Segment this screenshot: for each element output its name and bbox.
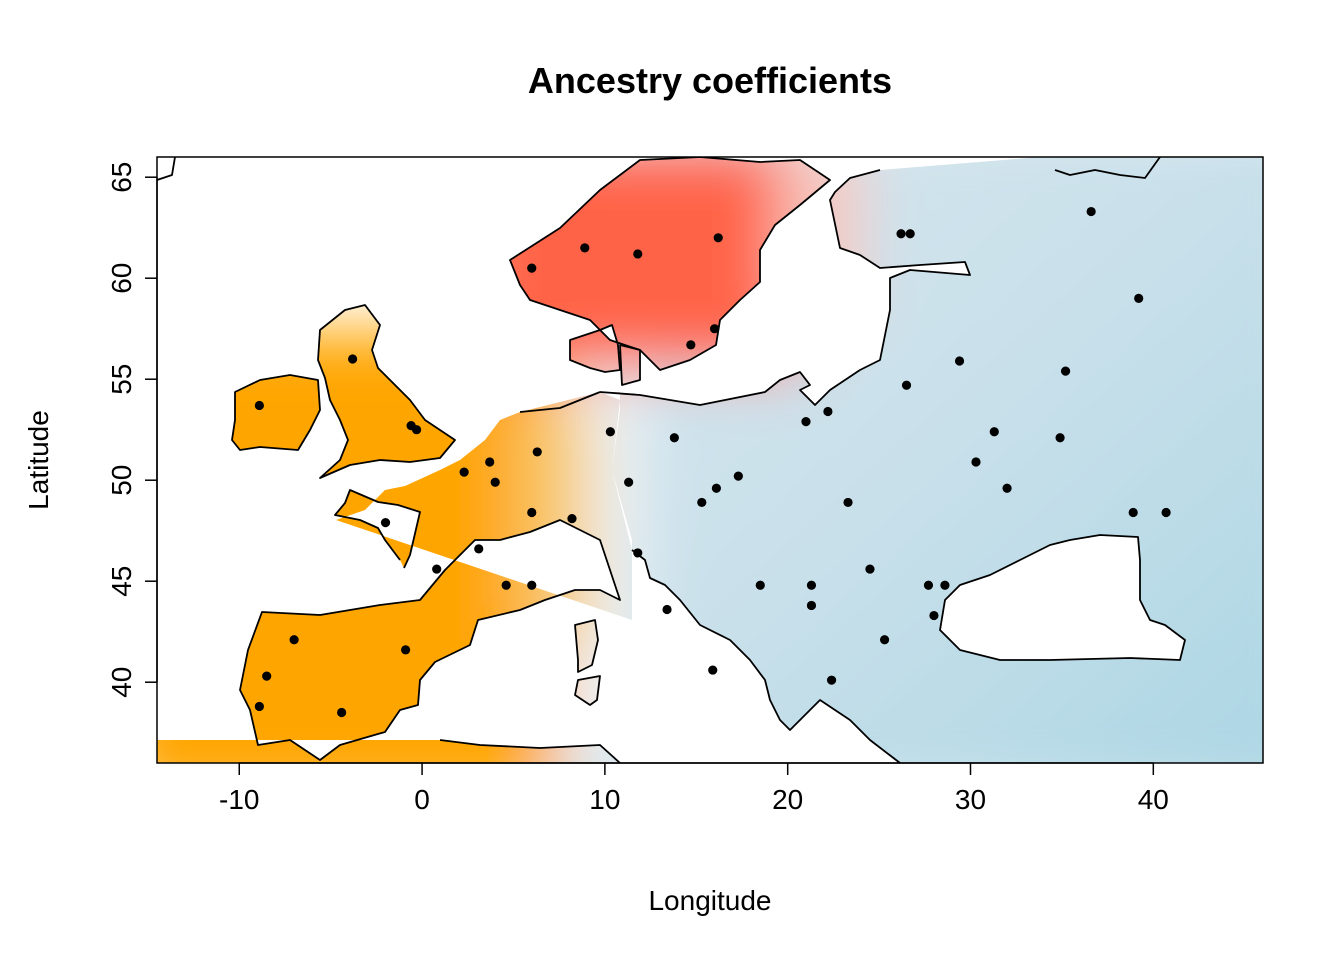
sample-point	[806, 600, 817, 611]
sample-point	[989, 427, 999, 437]
y-tick-label: 40	[106, 667, 137, 698]
sample-point	[262, 671, 272, 681]
y-tick-label: 55	[106, 364, 137, 395]
sample-point	[337, 707, 347, 718]
sample-point	[401, 645, 411, 655]
y-tick-label: 65	[106, 162, 137, 193]
sample-point	[380, 518, 391, 528]
sample-point	[459, 467, 469, 477]
sample-point	[532, 447, 542, 457]
x-axis: -10 0 10 20 30 40	[219, 762, 1169, 815]
sample-point	[567, 513, 577, 524]
sample-point	[708, 665, 718, 675]
x-tick-label: 10	[589, 784, 620, 815]
sample-point	[905, 229, 915, 239]
sample-point	[485, 457, 495, 467]
sample-point	[432, 564, 442, 574]
x-axis-label: Longitude	[648, 885, 771, 916]
sample-point	[289, 635, 299, 645]
sample-point	[348, 354, 358, 364]
sample-point	[879, 635, 890, 645]
sample-point	[254, 400, 264, 411]
sample-point	[633, 548, 643, 558]
sample-point	[801, 417, 811, 427]
sample-point	[806, 580, 817, 590]
coastlines	[157, 157, 1186, 763]
x-tick-label: 30	[955, 784, 986, 815]
sample-point	[474, 544, 484, 554]
y-axis-label: Latitude	[23, 410, 54, 510]
sample-point	[1055, 433, 1065, 443]
sample-point	[896, 229, 906, 239]
sample-point	[755, 580, 765, 590]
sample-point	[1002, 483, 1012, 493]
sample-point	[527, 507, 537, 518]
sample-point	[1128, 507, 1138, 518]
sample-point	[954, 356, 965, 366]
sample-point	[901, 380, 912, 390]
sample-point	[527, 263, 537, 273]
sample-point	[1134, 293, 1144, 303]
sample-point	[501, 580, 511, 590]
sample-point	[697, 497, 707, 508]
sample-point	[711, 483, 721, 493]
sample-point	[865, 564, 875, 574]
sample-point	[580, 243, 590, 253]
x-tick-label: 40	[1138, 784, 1169, 815]
sample-point	[713, 233, 723, 243]
x-tick-label: -10	[219, 784, 259, 815]
sample-point	[1086, 206, 1096, 217]
chart-title: Ancestry coefficients	[528, 60, 892, 101]
sample-point	[923, 580, 934, 590]
sample-point	[624, 477, 634, 487]
sample-point	[971, 457, 981, 467]
y-tick-label: 60	[106, 263, 137, 294]
sample-point	[929, 610, 939, 621]
sample-point	[940, 580, 950, 590]
sample-point	[843, 497, 853, 508]
sample-point	[633, 249, 643, 259]
sample-point	[733, 471, 743, 481]
sample-point	[826, 675, 837, 685]
sample-point	[823, 406, 833, 417]
sample-point	[1161, 507, 1171, 518]
sample-point	[669, 433, 679, 443]
sample-point	[686, 340, 696, 350]
y-axis: 40 45 50 55 60 65	[106, 162, 158, 698]
sample-point	[709, 324, 720, 334]
sample-point	[411, 425, 422, 435]
sample-point	[1060, 366, 1071, 376]
y-tick-label: 45	[106, 566, 137, 597]
sample-point	[527, 580, 537, 590]
sample-point	[662, 604, 672, 615]
x-tick-label: 0	[414, 784, 430, 815]
y-tick-label: 50	[106, 465, 137, 496]
x-tick-label: 20	[772, 784, 803, 815]
sample-points	[254, 206, 1171, 718]
sample-point	[490, 477, 500, 487]
sample-point	[605, 427, 615, 437]
sample-point	[254, 701, 264, 712]
